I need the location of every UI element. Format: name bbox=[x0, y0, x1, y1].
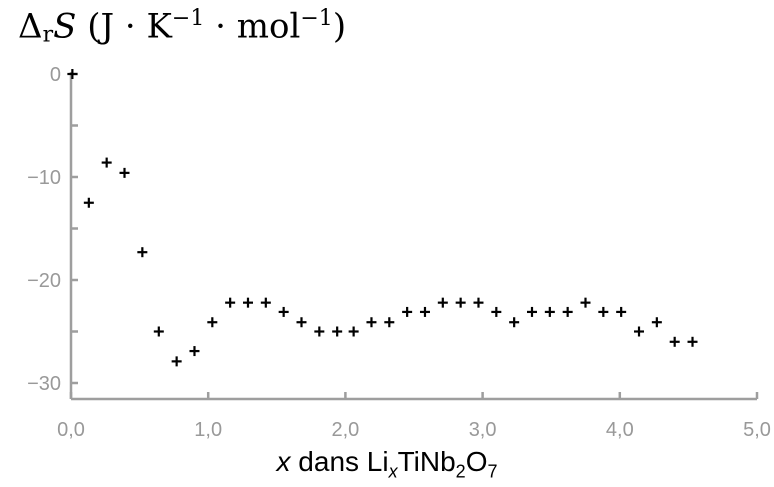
x-tick-label: 2,0 bbox=[331, 419, 359, 441]
data-point bbox=[384, 317, 395, 328]
x-tick-label: 3,0 bbox=[469, 419, 497, 441]
x-tick-label: 0,0 bbox=[57, 419, 85, 441]
y-label-delta: Δ bbox=[18, 6, 43, 47]
data-point bbox=[348, 326, 359, 337]
data-point bbox=[189, 346, 200, 357]
data-point bbox=[491, 306, 502, 317]
y-tick-label: 0 bbox=[50, 64, 61, 86]
data-point bbox=[207, 317, 218, 328]
data-point bbox=[67, 69, 78, 79]
y-label-s: S bbox=[53, 6, 77, 47]
y-label-units-open: (J · K bbox=[87, 6, 172, 47]
x-label-sub-7: 7 bbox=[487, 461, 498, 482]
data-point bbox=[509, 317, 520, 328]
y-label-units-mid: · mol bbox=[204, 6, 301, 47]
y-label-units-close: ) bbox=[332, 6, 347, 47]
data-point bbox=[526, 306, 537, 317]
data-point bbox=[580, 297, 591, 308]
data-point bbox=[402, 306, 413, 317]
data-point bbox=[137, 247, 148, 258]
data-point bbox=[366, 317, 377, 328]
data-point bbox=[437, 297, 448, 308]
data-point bbox=[598, 306, 609, 317]
data-point bbox=[153, 326, 164, 337]
data-point bbox=[119, 167, 130, 178]
data-point bbox=[171, 356, 182, 367]
data-point bbox=[419, 306, 430, 317]
data-point bbox=[101, 157, 112, 168]
x-tick-label: 1,0 bbox=[194, 419, 222, 441]
data-point bbox=[242, 297, 253, 308]
y-label-exp2: −1 bbox=[300, 6, 333, 31]
y-tick-label: −20 bbox=[27, 270, 61, 292]
data-point bbox=[278, 306, 289, 317]
data-point bbox=[544, 306, 555, 317]
x-tick-label: 4,0 bbox=[606, 419, 634, 441]
x-label-o: O bbox=[465, 446, 488, 477]
data-point bbox=[651, 317, 662, 328]
data-point bbox=[669, 336, 680, 347]
data-point bbox=[296, 317, 307, 328]
data-point bbox=[562, 306, 573, 317]
x-label-sub-2: 2 bbox=[455, 461, 466, 482]
x-label-tinb: TiNb bbox=[397, 446, 456, 477]
x-label-sub-x: x bbox=[389, 462, 398, 482]
data-point bbox=[314, 326, 325, 337]
data-point bbox=[332, 326, 343, 337]
y-axis-label: ΔrS (J · K−1 · mol−1) bbox=[18, 6, 346, 47]
data-point bbox=[260, 297, 271, 308]
y-tick-label: −10 bbox=[27, 167, 61, 189]
x-label-x: x bbox=[276, 446, 291, 477]
data-point bbox=[225, 297, 236, 308]
y-label-sub-r: r bbox=[42, 22, 54, 48]
data-point bbox=[634, 326, 645, 337]
x-tick-label: 5,0 bbox=[743, 419, 771, 441]
y-tick-label: −30 bbox=[27, 373, 61, 395]
x-label-dans: dans Li bbox=[290, 446, 389, 477]
x-label-sub-x-text: x bbox=[388, 461, 398, 482]
data-point bbox=[473, 297, 484, 308]
y-label-exp1: −1 bbox=[171, 6, 205, 31]
x-axis-label: x dans LixTiNb2O7 bbox=[0, 446, 774, 483]
data-point bbox=[455, 297, 466, 308]
data-point bbox=[687, 336, 698, 347]
data-point bbox=[83, 197, 94, 208]
data-point bbox=[616, 306, 627, 317]
